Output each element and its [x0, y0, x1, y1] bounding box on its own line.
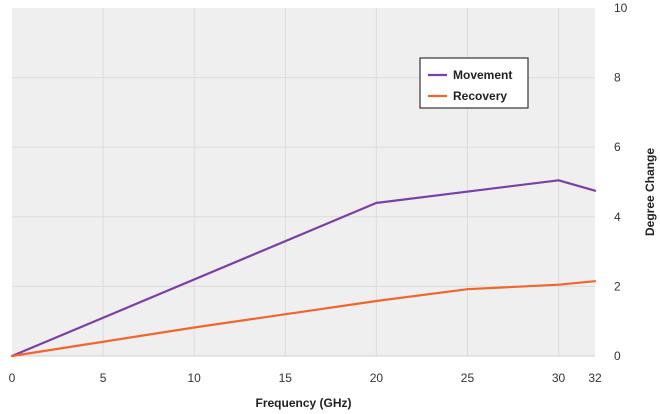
x-tick-label: 10: [188, 371, 202, 385]
x-tick-label: 20: [370, 371, 384, 385]
y-tick-label: 6: [614, 140, 621, 154]
x-tick-label: 25: [461, 371, 475, 385]
y-tick-label: 0: [614, 349, 621, 363]
y-tick-label: 2: [614, 279, 621, 293]
x-tick-label: 30: [552, 371, 566, 385]
x-tick-label: 0: [9, 371, 16, 385]
series-line-recovery: [10, 280, 597, 358]
y-tick-labels: 0 2 4 6 8 10: [614, 1, 628, 363]
y-tick-label: 10: [614, 1, 628, 15]
x-tick-label: 5: [100, 371, 107, 385]
x-tick-labels: 0 5 10 15 20 25 30 32: [9, 371, 602, 385]
legend-label-movement: Movement: [453, 68, 512, 82]
legend: Movement Recovery: [419, 57, 529, 109]
x-tick-label: 32: [588, 371, 602, 385]
series-lines: [10, 179, 597, 358]
y-tick-label: 8: [614, 71, 621, 85]
y-axis-title: Degree Change: [643, 148, 657, 236]
series-line-movement: [10, 179, 597, 358]
x-axis-title: Frequency (GHz): [255, 396, 351, 410]
y-tick-label: 4: [614, 210, 621, 224]
x-tick-label: 15: [279, 371, 293, 385]
legend-box: [419, 57, 529, 109]
legend-label-recovery: Recovery: [453, 89, 507, 103]
